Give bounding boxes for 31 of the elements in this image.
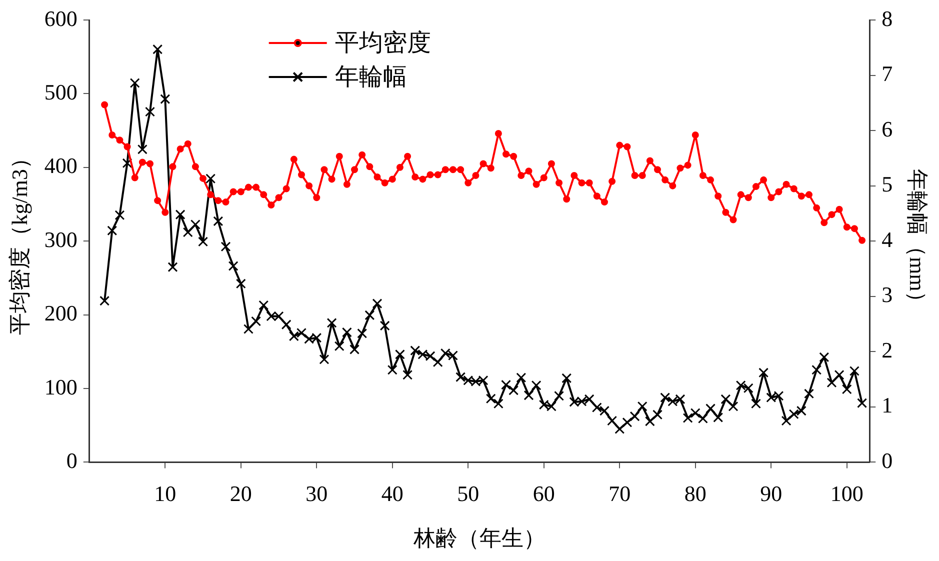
x-tick-label: 10 — [154, 481, 176, 506]
y-tick-label: 500 — [44, 79, 78, 104]
x-tick-label: 60 — [532, 481, 555, 506]
y-tick-label: 600 — [44, 6, 78, 31]
legend-label: 平均密度 — [334, 29, 431, 56]
y2-tick-label: 4 — [882, 226, 893, 252]
y-tick-label: 200 — [44, 300, 78, 326]
x-tick-label: 40 — [381, 481, 404, 506]
x-tick-label: 90 — [760, 481, 782, 506]
x-axis-title: 林齢（年生） — [412, 526, 546, 551]
y2-tick-label: 2 — [882, 337, 893, 362]
y2-tick-label: 7 — [882, 61, 893, 86]
legend-label: 年輪幅 — [334, 64, 407, 90]
y-tick-label: 0 — [66, 448, 78, 473]
y2-tick-label: 6 — [882, 116, 893, 142]
y2-tick-label: 3 — [882, 282, 893, 308]
y-tick-label: 400 — [44, 153, 78, 178]
y2-tick-label: 0 — [882, 448, 893, 473]
x-tick-label: 70 — [608, 481, 631, 506]
y2-tick-label: 1 — [882, 392, 893, 418]
x-tick-label: 20 — [230, 481, 252, 506]
y-axis-title: 平均密度（kg/m3） — [6, 146, 32, 336]
x-tick-label: 100 — [830, 481, 864, 506]
y2-tick-label: 5 — [882, 172, 893, 197]
x-tick-label: 80 — [684, 481, 706, 506]
y2-tick-label: 8 — [882, 6, 893, 31]
y-tick-label: 100 — [44, 374, 78, 400]
x-tick-label: 30 — [306, 481, 328, 506]
x-tick-label: 50 — [457, 481, 480, 506]
y2-axis-title: 年輪幅（mm） — [905, 168, 930, 314]
y-tick-label: 300 — [44, 226, 78, 252]
